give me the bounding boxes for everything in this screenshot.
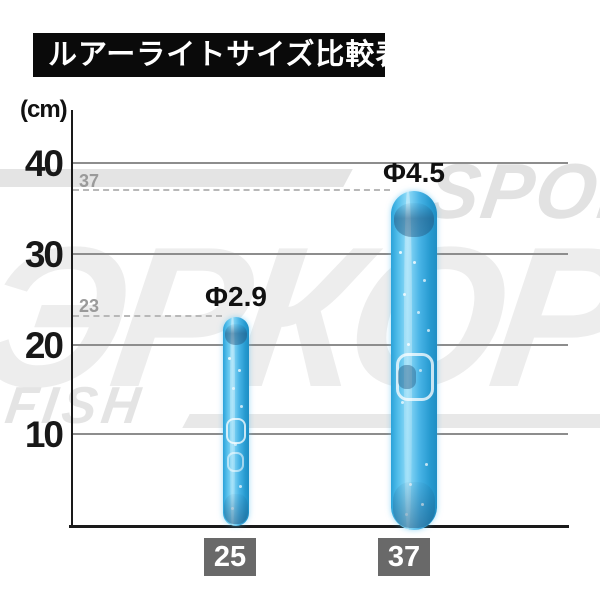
stick-bottom-shadow — [224, 494, 248, 524]
stick-bubble-blob — [398, 365, 416, 389]
y-axis-unit-label: (cm) — [20, 96, 68, 123]
refline-37cm — [73, 189, 390, 191]
x-axis-line — [69, 525, 569, 528]
glow-stick-small — [223, 317, 249, 526]
ytick-10: 10 — [24, 414, 64, 455]
y-axis-line — [71, 110, 73, 528]
stick-cap-shadow — [393, 203, 435, 237]
ref-label-23: 23 — [79, 296, 100, 316]
chart-title: ルアーライトサイズ比較表 — [33, 33, 404, 77]
stick-bubble-ring-2 — [227, 452, 244, 472]
diameter-label-small: Φ2.9 — [205, 281, 267, 312]
ytick-20: 20 — [24, 325, 64, 366]
gridline-20 — [73, 344, 568, 346]
diameter-label-large: Φ4.5 — [383, 157, 445, 188]
ytick-30: 30 — [24, 234, 64, 275]
gridline-10 — [73, 433, 568, 435]
stick-bottom-shadow — [392, 482, 436, 528]
stick-sparkles — [228, 357, 231, 360]
gridline-40 — [73, 162, 568, 164]
size-badge-37: 37 — [378, 538, 430, 576]
refline-23cm — [73, 315, 222, 317]
stick-highlight — [403, 191, 413, 530]
stick-bubble-ring — [226, 418, 246, 444]
stick-sparkles — [399, 251, 402, 254]
size-badge-25: 25 — [204, 538, 256, 576]
glow-stick-large — [391, 191, 437, 530]
ytick-40: 40 — [24, 143, 64, 184]
stick-cap-shadow — [224, 324, 248, 345]
stick-bubble-ring — [396, 353, 434, 401]
ref-label-37: 37 — [79, 171, 100, 191]
gridline-30 — [73, 253, 568, 255]
